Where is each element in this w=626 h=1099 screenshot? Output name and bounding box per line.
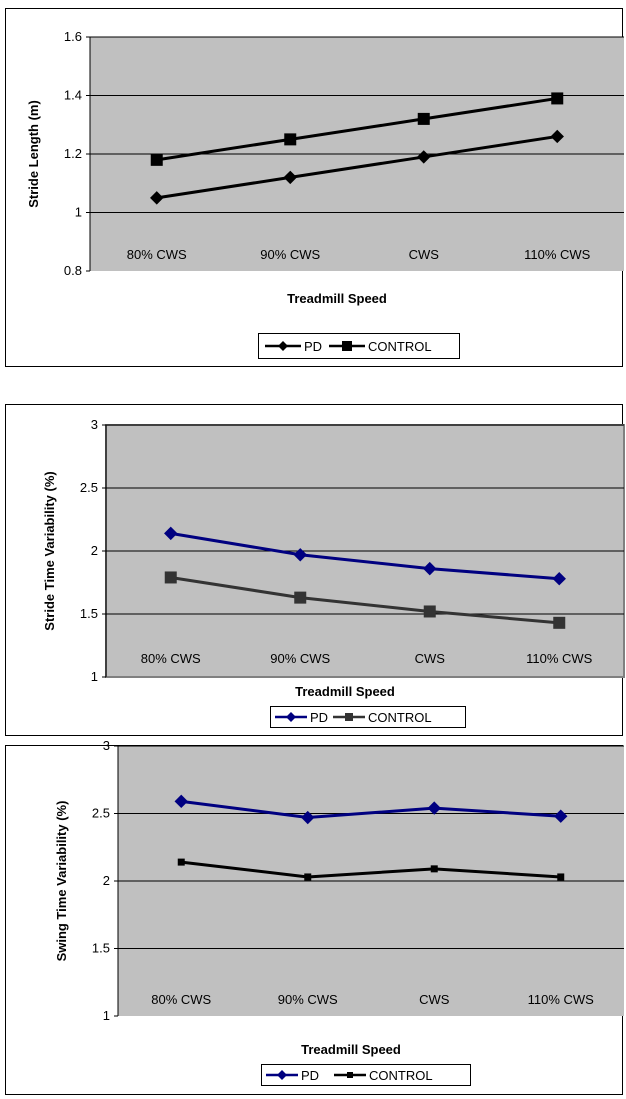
legend-item-control: CONTROL <box>333 707 432 727</box>
data-point-control <box>177 858 185 866</box>
data-point-control <box>164 571 177 584</box>
series-line-control <box>170 575 560 625</box>
data-point-pd <box>427 801 441 815</box>
chart-svg-stride-length: 0.8 1 1.2 1.4 1.6 80% CWS 90% CWS CWS 110% CWS St… <box>26 29 624 306</box>
legend-swatch-diamond-icon <box>275 712 307 722</box>
x-category-label-110-cws: 110% CWS <box>528 992 595 1007</box>
legend-item-pd: PD <box>265 334 322 358</box>
legend-swatch-square-icon <box>334 1072 366 1078</box>
data-point-pd <box>150 191 164 205</box>
data-point-pd <box>550 129 564 144</box>
legend-label-control: CONTROL <box>368 338 432 354</box>
data-point-pd <box>417 150 431 164</box>
chart-panel-swing-time-variability: 1 1.5 2 2.5 3 80% CWS 90% CWS CWS 110% CWS Swing … <box>5 738 624 1095</box>
chart-legend: PD CONTROL <box>261 1064 471 1086</box>
data-point-control <box>417 112 430 125</box>
y-tick-label: 1.5 <box>92 941 110 956</box>
legend-swatch-diamond-icon <box>266 1070 298 1080</box>
data-point-control <box>423 605 436 618</box>
data-point-pd <box>164 526 178 541</box>
legend-label-control: CONTROL <box>369 1067 433 1083</box>
data-point-control <box>294 591 307 604</box>
y-axis-title: Stride Time Variability (%) <box>42 471 57 630</box>
series-line-pd <box>181 799 561 820</box>
y-tick-label: 0.8 <box>64 263 82 278</box>
data-point-control <box>430 865 438 873</box>
chart-legend: PD CONTROL <box>270 706 466 728</box>
y-tick-label: 1.2 <box>64 146 82 161</box>
y-tick-label: 1.5 <box>80 606 98 621</box>
chart-panel-stride-length: 0.8 1 1.2 1.4 1.6 80% CWS 90% CWS CWS 110% CWS St… <box>5 8 624 367</box>
x-category-label-90-cws: 90% CWS <box>270 651 330 666</box>
x-category-label-110-cws: 110% CWS <box>526 651 593 666</box>
series-line-control <box>181 860 561 879</box>
y-tick-label: 1 <box>75 205 82 220</box>
chart-svg-swing-time-variability: 1 1.5 2 2.5 3 80% CWS 90% CWS CWS 110% CWS Swing … <box>54 738 624 1057</box>
y-axis-title: Swing Time Variability (%) <box>54 801 69 962</box>
y-tick-label: 1.6 <box>64 29 82 44</box>
legend-item-control: CONTROL <box>334 1065 433 1085</box>
y-axis-title: Stride Length (m) <box>26 100 41 208</box>
legend-item-control: CONTROL <box>329 334 432 358</box>
y-tick-label: 1.4 <box>64 88 82 103</box>
data-point-pd <box>283 170 297 185</box>
x-category-label-90-cws: 90% CWS <box>278 992 338 1007</box>
data-point-pd <box>423 561 437 576</box>
y-tick-label: 1 <box>103 1008 110 1023</box>
data-point-pd <box>552 572 566 586</box>
y-tick-label: 2 <box>91 543 98 558</box>
legend-label-pd: PD <box>310 709 329 725</box>
x-category-label-cws: CWS <box>415 651 446 666</box>
series-line-control <box>156 96 558 162</box>
series-line-pd <box>156 134 558 200</box>
data-point-control <box>304 873 312 881</box>
x-category-label-90-cws: 90% CWS <box>260 247 320 262</box>
x-category-label-110-cws: 110% CWS <box>524 247 591 262</box>
chart-legend: PD CONTROL <box>258 333 460 359</box>
data-point-pd <box>554 809 568 823</box>
x-category-label-cws: CWS <box>419 992 450 1007</box>
x-category-label-cws: CWS <box>409 247 440 262</box>
chart-panel-stride-time-variability: 1 1.5 2 2.5 3 80% CWS 90% CWS CWS 110% CWS Stride… <box>5 404 625 736</box>
legend-label-pd: PD <box>304 338 323 354</box>
x-axis-title: Treadmill Speed <box>301 1042 401 1057</box>
y-tick-label: 2.5 <box>80 480 98 495</box>
y-tick-label: 2.5 <box>92 806 110 821</box>
data-point-control <box>553 616 566 629</box>
y-tick-label: 2 <box>103 873 110 888</box>
legend-item-pd: PD <box>275 707 328 727</box>
series-line-pd <box>170 531 560 581</box>
legend-swatch-square-icon <box>333 713 365 721</box>
x-category-label-80-cws: 80% CWS <box>151 992 211 1007</box>
data-point-pd <box>293 548 307 562</box>
data-point-pd <box>174 794 188 809</box>
legend-swatch-square-icon <box>329 341 365 351</box>
chart-svg-stride-time-variability: 1 1.5 2 2.5 3 80% CWS 90% CWS CWS 110% CWS Stride… <box>42 417 625 699</box>
legend-label-control: CONTROL <box>368 709 432 725</box>
x-axis-title: Treadmill Speed <box>287 291 387 306</box>
data-point-pd <box>301 810 315 825</box>
legend-item-pd: PD <box>266 1065 319 1085</box>
data-point-control <box>557 873 565 881</box>
x-category-label-80-cws: 80% CWS <box>141 651 201 666</box>
y-tick-label: 1 <box>91 669 98 684</box>
y-tick-label: 3 <box>103 738 110 753</box>
x-axis-title: Treadmill Speed <box>295 684 395 699</box>
x-category-label-80-cws: 80% CWS <box>127 247 187 262</box>
data-point-control <box>150 153 163 166</box>
y-tick-label: 3 <box>91 417 98 432</box>
data-point-control <box>284 133 297 146</box>
data-point-control <box>551 92 564 105</box>
legend-label-pd: PD <box>301 1067 320 1083</box>
legend-swatch-diamond-icon <box>265 341 301 351</box>
